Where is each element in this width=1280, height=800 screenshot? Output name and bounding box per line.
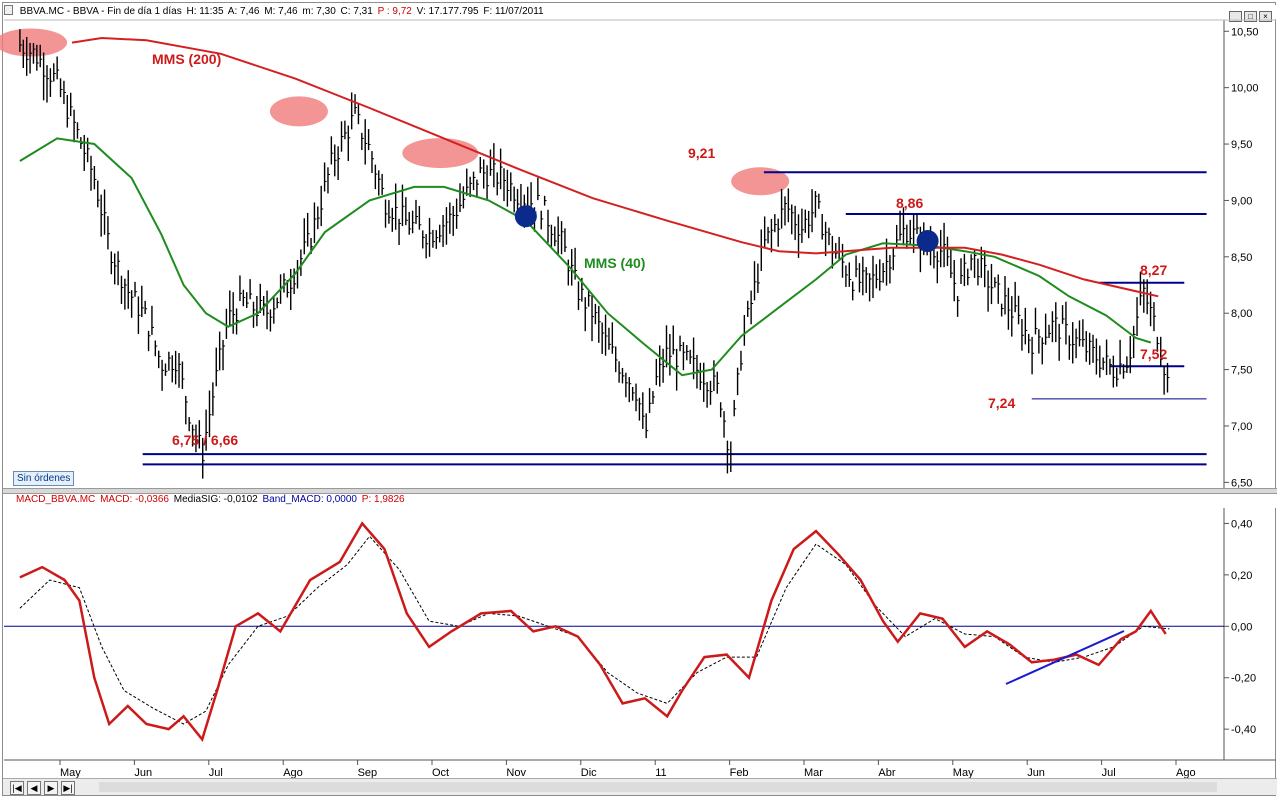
- macd-signal-line: [19, 535, 1170, 725]
- level-827-label: 8,27: [1140, 262, 1168, 278]
- macd-header: MACD_BBVA.MC MACD: -0,0366 MediaSIG: -0,…: [16, 494, 1276, 508]
- x-tick-label: Mar: [804, 767, 823, 779]
- pane-separator[interactable]: [3, 488, 1277, 494]
- mms40-line: [19, 137, 1152, 377]
- header-close: C: 7,31: [340, 6, 373, 17]
- crossover-marker: [916, 230, 939, 253]
- orders-badge[interactable]: Sin órdenes: [13, 471, 75, 486]
- highlight-ellipse: [0, 28, 68, 57]
- macd-y-tick-label: 0,40: [1231, 518, 1252, 530]
- last-page-button[interactable]: ▶|: [61, 781, 75, 795]
- x-tick-label: Oct: [432, 767, 449, 779]
- macd-trendline: [1005, 630, 1125, 685]
- minimize-button[interactable]: _: [1229, 11, 1242, 22]
- crossover-marker: [514, 205, 537, 228]
- x-tick-label: Sep: [358, 767, 378, 779]
- header-date: F: 11/07/2011: [483, 6, 544, 17]
- macd-y-tick-label: -0,20: [1231, 673, 1256, 685]
- x-tick-label: Abr: [878, 767, 895, 779]
- price-header: BBVA.MC - BBVA - Fin de día 1 días H: 11…: [4, 5, 1276, 19]
- price-y-tick-label: 8,50: [1231, 252, 1252, 264]
- previous-button[interactable]: ◀: [27, 781, 41, 795]
- x-tick-label: Dic: [581, 767, 597, 779]
- price-y-tick-label: 9,50: [1231, 139, 1252, 151]
- close-button[interactable]: ×: [1259, 11, 1272, 22]
- next-button[interactable]: ▶: [44, 781, 58, 795]
- x-tick-label: May: [60, 767, 81, 779]
- x-tick-label: May: [953, 767, 974, 779]
- macd-line: [19, 521, 1167, 743]
- header-open: A: 7,46: [227, 6, 260, 17]
- collapse-icon[interactable]: [4, 5, 13, 15]
- x-tick-label: Ago: [1176, 767, 1196, 779]
- level-921-label: 9,21: [688, 145, 716, 161]
- price-y-tick-label: 7,00: [1231, 421, 1252, 433]
- header-low: m: 7,30: [302, 6, 336, 17]
- header-high: M: 7,46: [264, 6, 298, 17]
- price-y-tick-label: 10,50: [1231, 26, 1259, 38]
- macd-value: MACD: -0,0366: [100, 494, 169, 505]
- highlight-ellipse: [731, 167, 790, 196]
- x-tick-label: Ago: [283, 767, 303, 779]
- level-724-label: 7,24: [988, 395, 1016, 411]
- x-tick-label: Jun: [134, 767, 152, 779]
- x-tick-label: 11: [655, 767, 666, 779]
- mms200-label: MMS (200): [152, 51, 222, 67]
- first-page-button[interactable]: |◀: [10, 781, 24, 795]
- macd-band: Band_MACD: 0,0000: [262, 494, 357, 505]
- price-y-tick-label: 6,50: [1231, 477, 1252, 489]
- navigation-bar: |◀ ◀ ▶ ▶|: [3, 778, 1277, 795]
- header-volume: V: 17.177.795: [416, 6, 479, 17]
- x-tick-label: Jul: [1102, 767, 1116, 779]
- header-hour: H: 11:35: [186, 6, 224, 17]
- x-tick-label: Jul: [209, 767, 223, 779]
- window-buttons: _ □ ×: [1227, 6, 1272, 24]
- macd-y-tick-label: 0,00: [1231, 621, 1252, 633]
- horizontal-scrollbar[interactable]: [99, 782, 1217, 792]
- highlight-ellipse: [269, 96, 328, 127]
- macd-signal: MediaSIG: -0,0102: [173, 494, 258, 505]
- mms40-label: MMS (40): [584, 255, 646, 271]
- price-y-tick-label: 10,00: [1231, 83, 1259, 95]
- header-symbol: BBVA.MC - BBVA - Fin de día 1 días: [19, 6, 182, 17]
- highlight-ellipse: [402, 138, 479, 169]
- macd-y-tick-label: -0,40: [1231, 724, 1256, 736]
- price-y-tick-label: 9,00: [1231, 195, 1252, 207]
- header-p: P : 9,72: [377, 6, 412, 17]
- macd-y-tick-label: 0,20: [1231, 570, 1252, 582]
- x-tick-label: Jun: [1027, 767, 1045, 779]
- level-752-label: 7,52: [1140, 346, 1168, 362]
- x-tick-label: Nov: [506, 767, 526, 779]
- maximize-button[interactable]: □: [1244, 11, 1257, 22]
- price-y-tick-label: 8,00: [1231, 308, 1252, 320]
- x-tick-label: Feb: [730, 767, 749, 779]
- price-y-tick-label: 7,50: [1231, 365, 1252, 377]
- macd-name: MACD_BBVA.MC: [16, 494, 96, 505]
- level-675-666-label: 6,75 / 6,66: [172, 432, 239, 448]
- macd-p: P: 1,9826: [361, 494, 405, 505]
- mms200-line: [71, 36, 1159, 298]
- level-886-label: 8,86: [896, 195, 924, 211]
